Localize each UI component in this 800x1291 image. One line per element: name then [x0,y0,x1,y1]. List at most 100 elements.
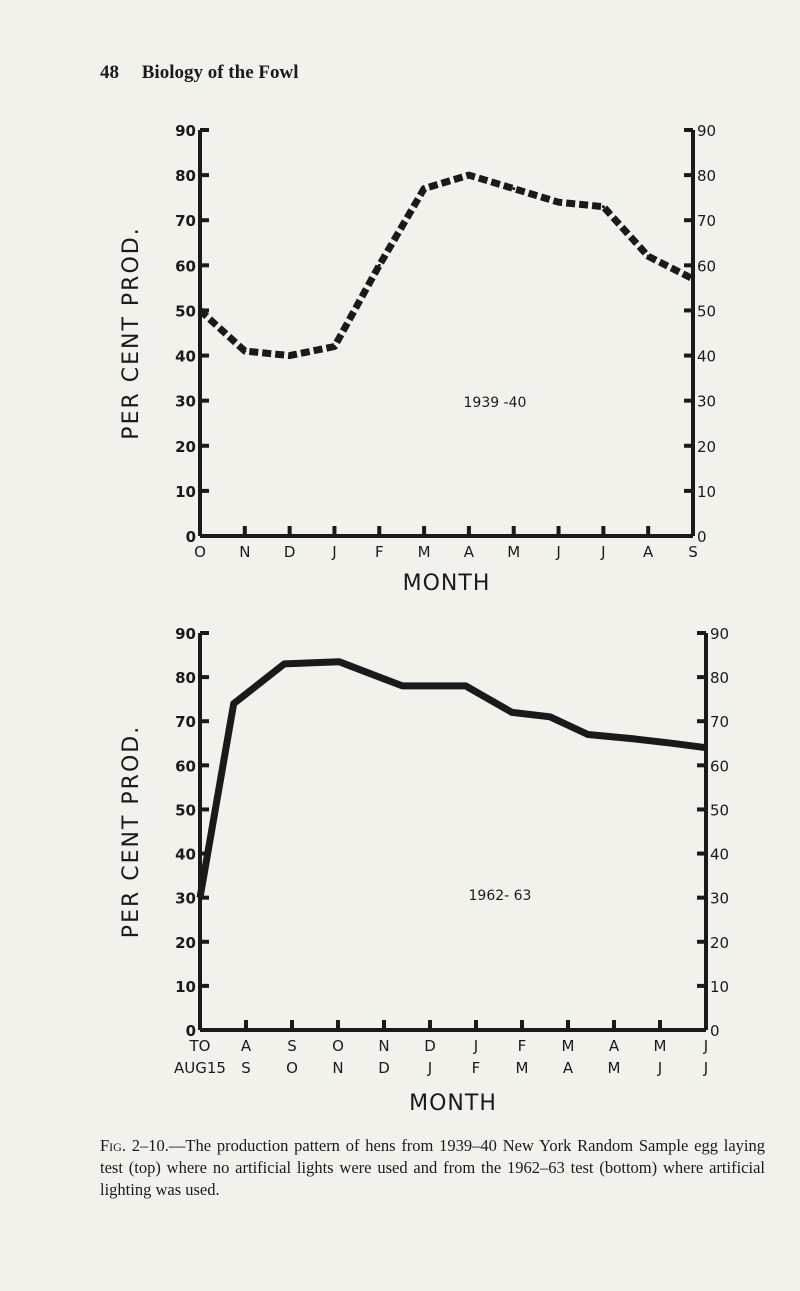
x-tick-label: A [563,1059,574,1077]
x-tick-label: J [703,1059,708,1077]
chart-1939-40: 0 0 10 10 20 20 30 30 40 40 50 50 60 60 70 70 80 80 90 90 O N… [119,122,716,596]
y-tick-label-left: 50 [175,801,196,819]
y-tick-label-right: 80 [697,167,716,185]
y-tick-label-left: 30 [175,890,196,908]
x-tick-label: J [555,543,560,561]
x-tick-label: J [703,1037,708,1055]
y-tick-label-left: 70 [175,212,196,230]
chart-1962-63: 0 0 10 10 20 20 30 30 40 40 50 50 60 60 70 70 80 80 90 90 TO… [119,625,729,1116]
y-tick-label-right: 80 [710,669,729,687]
x-tick-label: O [194,543,206,561]
x-tick-label: J [427,1059,432,1077]
x-tick-label: O [332,1037,344,1055]
x-tick-label: F [518,1037,527,1055]
x-tick-label: J [331,543,336,561]
y-tick-label-left: 0 [186,528,196,546]
data-point [288,354,292,358]
x-tick-label: N [332,1059,343,1077]
x-tick-label: A [643,543,654,561]
data-point [548,715,552,719]
y-tick-label-right: 0 [697,528,707,546]
data-point [691,277,695,281]
x-tick-label: AUG15 [174,1059,226,1077]
y-tick-label-right: 40 [710,846,729,864]
page-number: 48 [100,62,119,83]
data-point [467,173,471,177]
y-tick-label-left: 40 [175,846,196,864]
y-tick-label-right: 70 [710,713,729,731]
data-point [510,710,514,714]
y-tick-label-left: 80 [175,669,196,687]
y-tick-label-right: 60 [697,257,716,275]
data-point [601,205,605,209]
chart-title: 1939 -40 [464,395,527,411]
x-tick-label: M [507,543,520,561]
y-tick-label-right: 70 [697,212,716,230]
data-point [400,684,404,688]
y-tick-label-right: 40 [697,348,716,366]
data-point [422,187,426,191]
y-tick-label-left: 60 [175,757,196,775]
x-tick-label: J [657,1059,662,1077]
y-tick-label-right: 90 [697,122,716,140]
figure-caption: Fig. 2–10.—The production pattern of hen… [100,1135,765,1201]
x-tick-label: M [654,1037,667,1055]
x-axis-title: MONTH [403,571,491,596]
data-point [332,345,336,349]
x-tick-label: F [472,1059,481,1077]
x-tick-label: F [375,543,384,561]
x-tick-label: J [473,1037,478,1055]
x-tick-label: TO [189,1037,211,1055]
data-point [586,732,590,736]
data-point [337,660,341,664]
y-tick-label-right: 10 [710,978,729,996]
x-tick-label: D [424,1037,436,1055]
y-tick-label-right: 0 [710,1022,720,1040]
y-tick-label-left: 30 [175,393,196,411]
x-tick-label: N [378,1037,389,1055]
data-point [243,349,247,353]
y-tick-label-right: 60 [710,757,729,775]
data-point [557,200,561,204]
y-tick-label-right: 30 [710,890,729,908]
data-point [282,662,286,666]
y-tick-label-left: 90 [175,625,196,643]
data-point [198,896,202,900]
y-axis-title: PER CENT PROD. [119,725,144,938]
y-axis-title: PER CENT PROD. [119,226,144,439]
data-point [232,702,236,706]
y-tick-label-right: 50 [710,801,729,819]
y-tick-label-right: 20 [710,934,729,952]
x-tick-label: M [562,1037,575,1055]
x-tick-label: A [609,1037,620,1055]
data-point [464,684,468,688]
x-tick-label: A [464,543,475,561]
y-tick-label-left: 40 [175,348,196,366]
data-point [670,741,674,745]
y-tick-label-left: 0 [186,1022,196,1040]
y-tick-label-left: 70 [175,713,196,731]
data-point [377,263,381,267]
figure-label: Fig. 2–10. [100,1136,169,1155]
data-point [632,737,636,741]
y-tick-label-right: 90 [710,625,729,643]
x-tick-label: N [239,543,250,561]
data-point [646,254,650,258]
y-tick-label-right: 30 [697,393,716,411]
y-tick-label-left: 10 [175,978,196,996]
y-tick-label-left: 10 [175,483,196,501]
caption-text: —The production pattern of hens from 193… [100,1136,765,1199]
x-axis-title: MONTH [409,1091,497,1116]
data-point [704,746,708,750]
data-point [512,187,516,191]
x-tick-label: S [688,543,698,561]
series-line [196,658,707,899]
chart-title: 1962- 63 [469,888,532,904]
y-tick-label-left: 80 [175,167,196,185]
x-tick-label: M [418,543,431,561]
y-tick-label-left: 60 [175,257,196,275]
x-tick-label: O [286,1059,298,1077]
running-title: Biology of the Fowl [141,62,299,83]
y-tick-label-left: 20 [175,934,196,952]
data-point [198,308,202,312]
